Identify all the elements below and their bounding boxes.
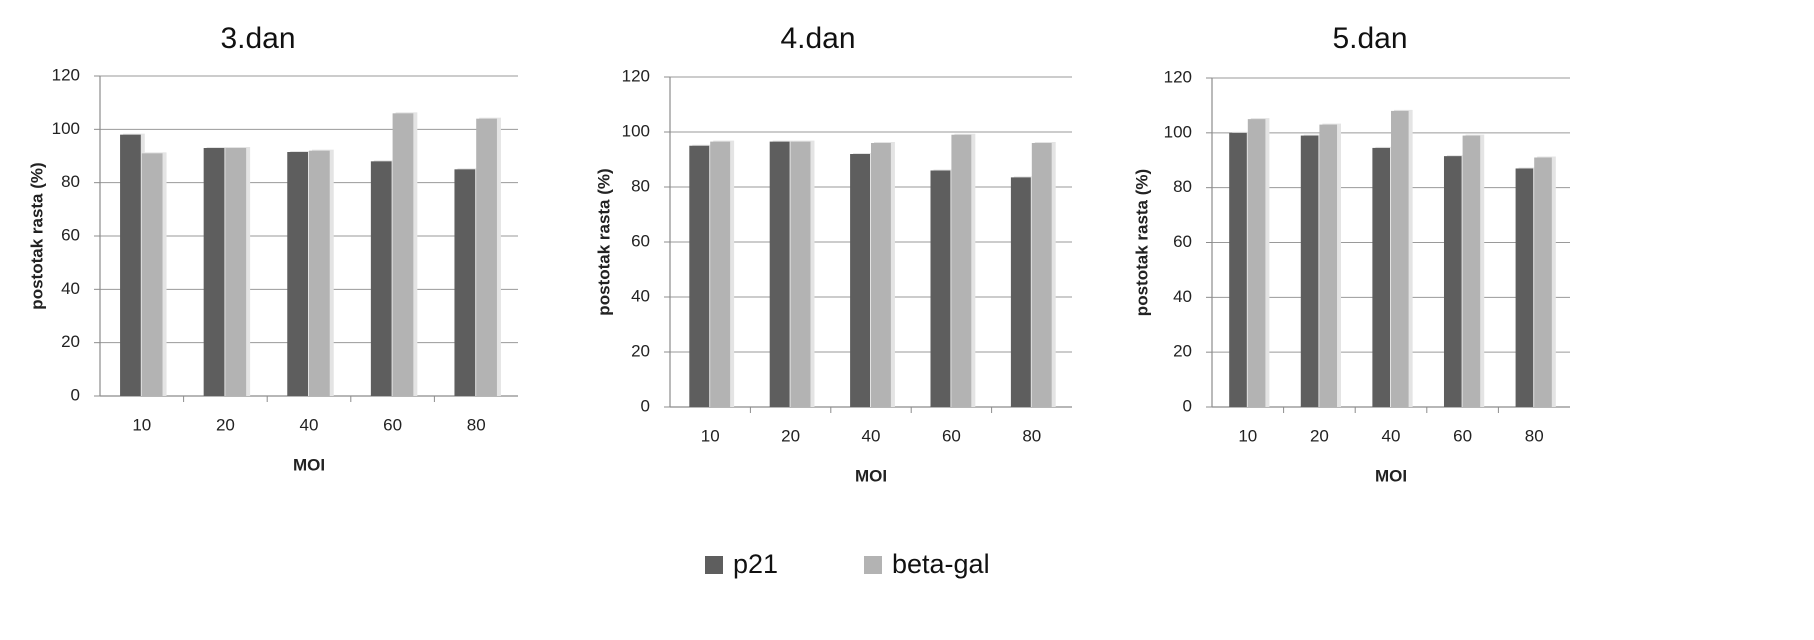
- bar-beta-gal-40: [871, 143, 891, 407]
- bar-p21-10: [689, 145, 710, 407]
- y-tick-label: 0: [1183, 396, 1192, 415]
- bar-beta-gal-40: [309, 150, 330, 396]
- bar-beta-gal-60: [1462, 135, 1481, 407]
- x-tick-label: 40: [300, 415, 319, 434]
- x-tick-label: 10: [1238, 426, 1257, 445]
- x-tick-label: 80: [1022, 426, 1041, 445]
- bar-beta-gal-10: [710, 141, 731, 407]
- x-tick-label: 60: [1453, 426, 1472, 445]
- bar-p21-60: [930, 170, 951, 407]
- bar-beta-gal-40: [1391, 110, 1409, 408]
- bar-p21-80: [454, 169, 476, 396]
- y-tick-label: 100: [52, 119, 80, 138]
- y-tick-label: 100: [622, 121, 650, 140]
- bar-beta-gal-20: [225, 148, 247, 396]
- bar-p21-10: [1229, 132, 1247, 408]
- y-axis-label: postotak rasta (%): [27, 162, 46, 309]
- chart-title: 5.dan: [1332, 22, 1407, 55]
- legend-label-p21: p21: [733, 549, 778, 579]
- y-tick-label: 20: [631, 341, 650, 360]
- y-tick-label: 100: [1164, 122, 1192, 141]
- x-tick-label: 10: [132, 415, 151, 434]
- x-tick-label: 20: [781, 426, 800, 445]
- y-tick-label: 60: [631, 231, 650, 250]
- bar-beta-gal-20: [790, 141, 811, 407]
- chart-panel-3: 5.dan 0 20 40 60 80 100 120 10 20 40 60 80 MOI postota…: [1132, 22, 1570, 485]
- y-tick-label: 20: [1173, 342, 1192, 361]
- y-axis-label: postotak rasta (%): [1132, 169, 1151, 316]
- x-tick-label: 20: [216, 415, 235, 434]
- legend-label-beta-gal: beta-gal: [892, 549, 990, 579]
- y-tick-label: 120: [622, 66, 650, 85]
- y-tick-label: 60: [61, 225, 80, 244]
- x-axis-label: MOI: [1375, 466, 1407, 485]
- bar-p21-60: [370, 161, 392, 396]
- x-tick-label: 80: [467, 415, 486, 434]
- x-tick-label: 40: [862, 426, 881, 445]
- y-tick-label: 80: [631, 176, 650, 195]
- bar-beta-gal-80: [476, 118, 497, 397]
- y-tick-label: 20: [61, 332, 80, 351]
- bar-beta-gal-60: [951, 134, 972, 407]
- chart-title: 3.dan: [220, 22, 295, 55]
- bar-beta-gal-10: [1247, 119, 1266, 407]
- bar-beta-gal-80: [1534, 157, 1552, 407]
- legend-swatch-beta-gal: [864, 556, 882, 574]
- y-tick-label: 120: [52, 65, 80, 84]
- bar-p21-40: [287, 152, 308, 396]
- x-tick-label: 20: [1310, 426, 1329, 445]
- legend-swatch-p21: [705, 556, 723, 574]
- bar-p21-60: [1443, 156, 1462, 407]
- bar-p21-80: [1515, 168, 1534, 407]
- bar-p21-10: [120, 134, 141, 396]
- y-tick-label: 80: [1173, 177, 1192, 196]
- y-tick-label: 120: [1164, 67, 1192, 86]
- bar-p21-20: [203, 148, 225, 396]
- x-tick-label: 60: [383, 415, 402, 434]
- y-tick-label: 80: [61, 172, 80, 191]
- chart-panel-1: 3.dan 0 20 40 60 80 100 120 10 20 40 60 80 MOI postota…: [27, 22, 518, 474]
- x-axis-label: MOI: [855, 466, 887, 485]
- y-tick-label: 40: [1173, 287, 1192, 306]
- bar-beta-gal-60: [392, 113, 414, 396]
- bar-p21-40: [1372, 147, 1390, 407]
- y-tick-label: 0: [641, 396, 650, 415]
- y-tick-label: 40: [631, 286, 650, 305]
- bar-beta-gal-20: [1319, 124, 1338, 407]
- y-axis-label: postotak rasta (%): [594, 168, 613, 315]
- chart-title: 4.dan: [780, 22, 855, 55]
- y-tick-label: 60: [1173, 232, 1192, 251]
- chart-panel-2: 4.dan 0 20 40 60 80 100 120 10 20 40 60 80 MOI postota…: [594, 22, 1072, 485]
- bar-p21-40: [850, 154, 870, 407]
- y-tick-label: 0: [71, 385, 80, 404]
- bar-p21-20: [1300, 135, 1319, 407]
- y-tick-label: 40: [61, 279, 80, 298]
- bar-p21-20: [769, 141, 790, 407]
- x-tick-label: 10: [701, 426, 720, 445]
- x-tick-label: 40: [1382, 426, 1401, 445]
- x-tick-label: 60: [942, 426, 961, 445]
- bar-p21-80: [1010, 177, 1031, 407]
- legend: p21 beta-gal: [705, 549, 990, 579]
- bar-beta-gal-80: [1031, 143, 1052, 407]
- bar-beta-gal-10: [141, 153, 163, 396]
- x-axis-label: MOI: [293, 455, 325, 474]
- x-tick-label: 80: [1525, 426, 1544, 445]
